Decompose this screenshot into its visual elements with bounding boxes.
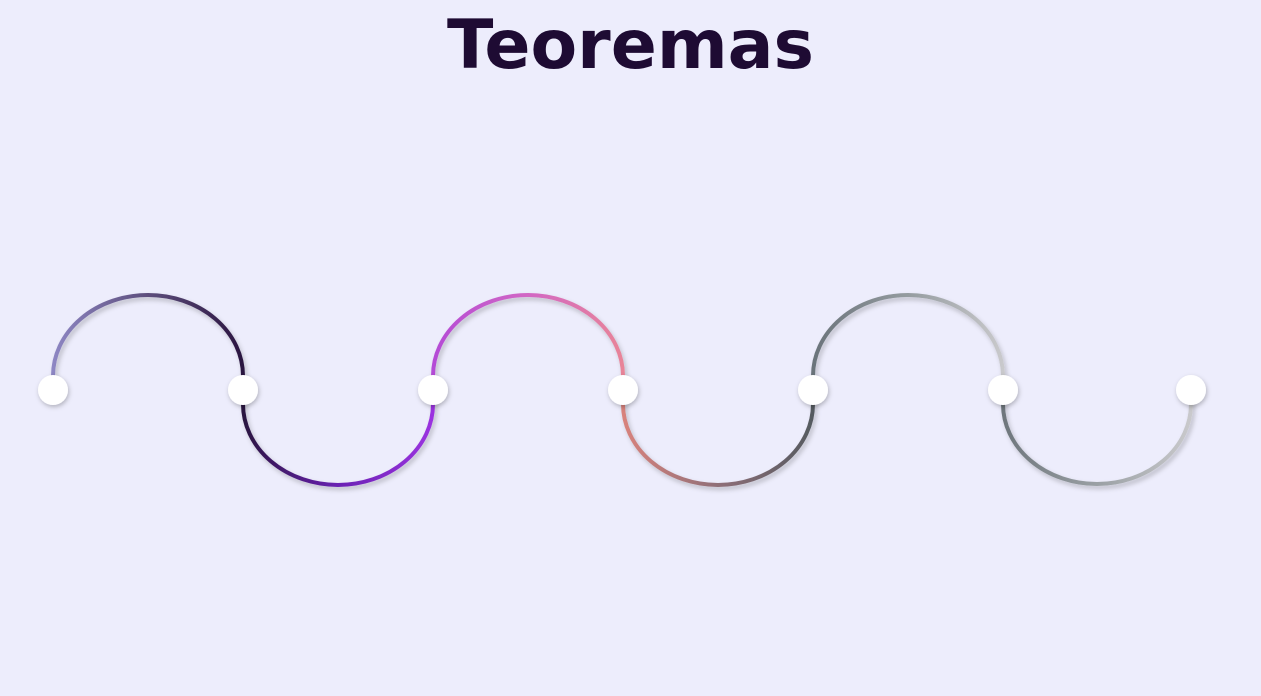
timeline-node-5[interactable]: [798, 375, 828, 405]
timeline-nodes: [38, 375, 1206, 405]
timeline-node-6[interactable]: [988, 375, 1018, 405]
timeline-node-1[interactable]: [38, 375, 68, 405]
wave-segment-6-lower-arc: [1001, 388, 1193, 486]
wave-segment-4-lower-arc: [621, 388, 815, 487]
page-title: Teoremas: [446, 6, 815, 85]
wave-segment-5-upper-arc: [811, 293, 1005, 392]
timeline-node-3[interactable]: [418, 375, 448, 405]
wave-segment-3-upper-arc: [431, 293, 625, 392]
timeline-node-2[interactable]: [228, 375, 258, 405]
wave-segment-1-upper-arc: [51, 293, 245, 392]
timeline-node-7[interactable]: [1176, 375, 1206, 405]
wave-segment-2-lower-arc: [241, 388, 435, 487]
wave-segments: [51, 293, 1193, 487]
timeline-node-4[interactable]: [608, 375, 638, 405]
